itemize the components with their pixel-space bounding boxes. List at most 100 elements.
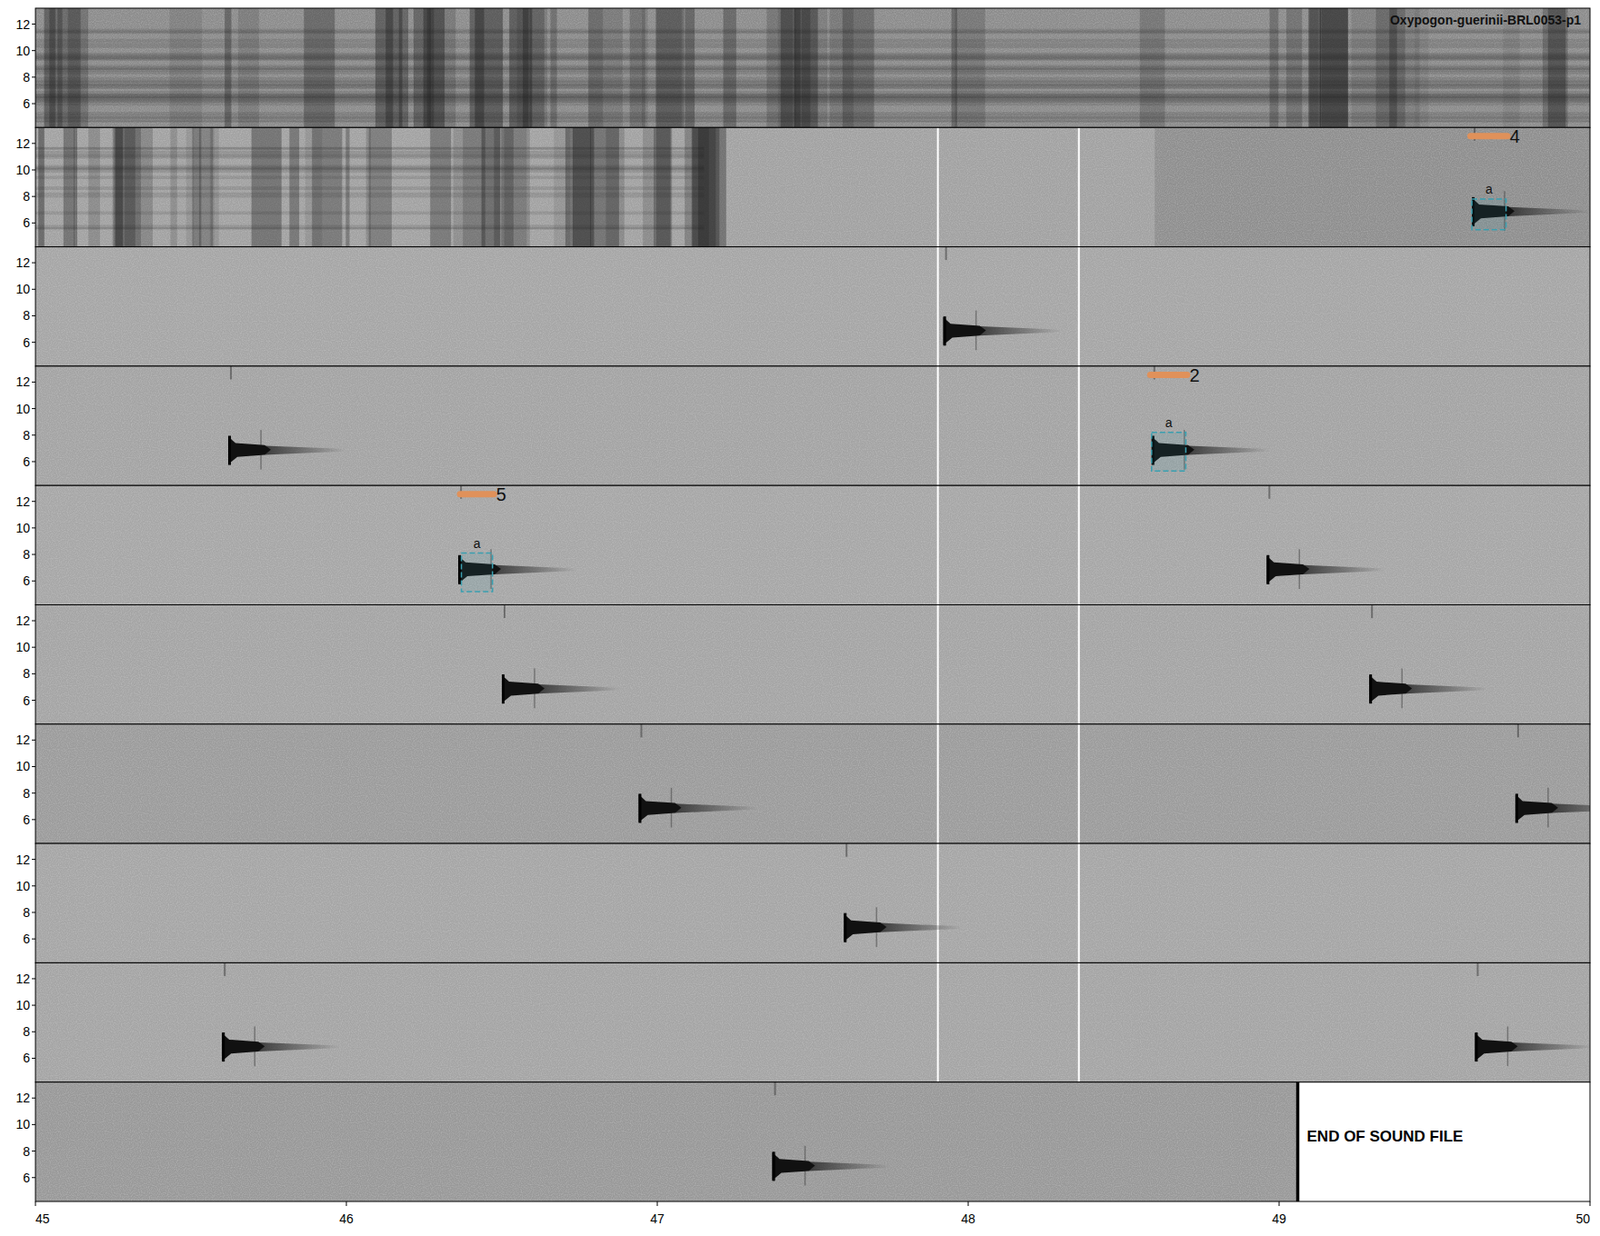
- x-tick-label: 45: [35, 1211, 50, 1227]
- noise-stripe: [35, 54, 1590, 60]
- call-body: [772, 1152, 816, 1181]
- row-background: [35, 127, 1590, 247]
- y-tick: [31, 527, 36, 529]
- y-tick-label: 8: [22, 547, 30, 562]
- y-tick: [31, 885, 36, 887]
- call-click: [503, 605, 506, 620]
- call-click: [1268, 485, 1270, 500]
- row-background: [35, 962, 1590, 1082]
- y-tick-label: 10: [15, 1117, 30, 1132]
- row-background: [35, 843, 1590, 963]
- separator: [1078, 843, 1080, 963]
- y-tick-label: 12: [15, 255, 30, 270]
- y-tick: [31, 978, 36, 980]
- calls: [772, 1082, 891, 1187]
- row-frame: [35, 8, 1590, 128]
- noise-stripe: [35, 29, 1590, 34]
- separator: [937, 843, 940, 963]
- y-tick: [31, 1150, 36, 1152]
- calls: [638, 724, 1590, 829]
- row-fill: [35, 605, 1590, 725]
- call-onset: [772, 1151, 776, 1181]
- noise: [35, 605, 1590, 725]
- call: [228, 366, 347, 470]
- y-tick: [31, 381, 36, 383]
- noise-stripe: [35, 156, 704, 160]
- call-click: [230, 366, 232, 380]
- row-frame: [35, 843, 1590, 963]
- y-tick-label: 8: [22, 905, 30, 920]
- noise-stripe: [35, 210, 704, 215]
- y-tick-label: 10: [15, 281, 30, 297]
- y-tick-label: 12: [15, 374, 30, 390]
- y-tick-label: 12: [15, 494, 30, 510]
- end-line: [1296, 1082, 1300, 1202]
- y-tick-label: 6: [22, 812, 30, 828]
- row-frame: [35, 605, 1590, 725]
- row-fill: [35, 485, 1590, 605]
- separator: [937, 485, 940, 605]
- call-tail: [1302, 565, 1385, 575]
- call: [843, 843, 962, 948]
- call-onset: [1369, 674, 1372, 704]
- noise-stripe: [35, 150, 704, 156]
- noise-stripe: [35, 192, 704, 199]
- call-body: [1266, 556, 1310, 585]
- y-tick-label: 6: [22, 454, 30, 470]
- call-tail: [1188, 445, 1270, 455]
- y-tick-label: 12: [15, 17, 30, 32]
- call: [772, 1082, 891, 1187]
- call-click: [1476, 962, 1479, 977]
- y-tick: [31, 819, 36, 820]
- noise: [35, 366, 1590, 486]
- y-tick-label: 10: [15, 401, 30, 417]
- row-fill: [35, 127, 1590, 247]
- y-tick-label: 12: [15, 1090, 30, 1106]
- call: [221, 962, 340, 1067]
- row-frame: [35, 1082, 1590, 1202]
- selection-number: 5: [496, 484, 507, 505]
- y-tick-label: 6: [22, 96, 30, 111]
- selection-bar: [1147, 371, 1191, 379]
- noise-stripe: [35, 114, 1590, 120]
- y-tick-label: 8: [22, 1144, 30, 1160]
- selection-box: [461, 553, 493, 592]
- separator: [1078, 247, 1080, 367]
- call: [1515, 724, 1590, 829]
- y-tick-label: 8: [22, 189, 30, 204]
- y-tick-label: 10: [15, 43, 30, 59]
- y-tick: [31, 23, 36, 25]
- row-fill: [35, 1082, 1590, 1202]
- selection-bar: [457, 490, 498, 498]
- end-text: END OF SOUND FILE: [1307, 1128, 1464, 1146]
- call-body: [943, 317, 987, 346]
- y-tick-label: 6: [22, 693, 30, 709]
- y-tick: [31, 792, 36, 794]
- call-onset: [943, 316, 947, 346]
- call-onset: [228, 435, 231, 465]
- separator: [1078, 962, 1080, 1082]
- call-tail: [880, 923, 962, 933]
- call: [1266, 485, 1385, 590]
- noise: [35, 8, 1590, 128]
- x-tick: [657, 1201, 659, 1207]
- call-body: [639, 794, 682, 823]
- call-onset: [1266, 555, 1270, 585]
- call-onset: [458, 555, 461, 585]
- separator: [937, 127, 940, 247]
- row-frame: [35, 247, 1590, 367]
- noise-stripe: [35, 120, 1590, 123]
- call-body: [501, 675, 545, 704]
- noise: [35, 962, 1590, 1082]
- noise-stripe: [35, 54, 1590, 60]
- call-click: [945, 247, 948, 261]
- y-tick: [31, 673, 36, 675]
- row-background: [35, 605, 1590, 725]
- call-tail: [1405, 684, 1488, 694]
- x-tick-label: 49: [1271, 1211, 1287, 1227]
- call: [1471, 127, 1590, 231]
- y-tick-label: 8: [22, 1024, 30, 1040]
- call-tail: [1551, 803, 1590, 813]
- x-tick: [1590, 1201, 1591, 1207]
- noise-stripe: [35, 77, 1590, 83]
